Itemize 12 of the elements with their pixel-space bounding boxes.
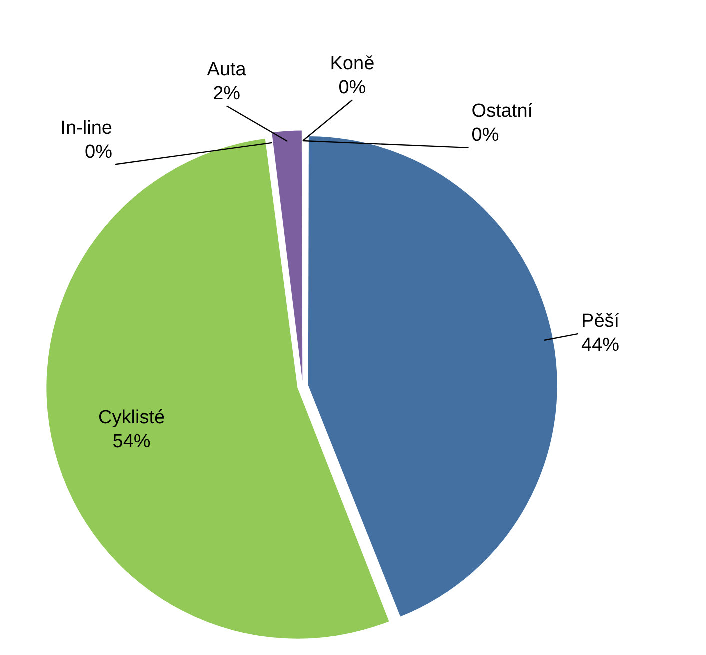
slice-label: Auta xyxy=(207,59,247,80)
text: 0% xyxy=(85,142,112,163)
slice-label: Cyklisté xyxy=(98,408,166,429)
data-label: 44% xyxy=(582,335,620,356)
data-label: 2% xyxy=(213,83,241,104)
text: 0% xyxy=(338,77,366,98)
text: 0% xyxy=(472,125,500,146)
slice-label: Pěší xyxy=(582,311,620,332)
category-label: In-line xyxy=(60,118,112,139)
data-label: 54% xyxy=(112,432,151,453)
category-label: Ostatní xyxy=(472,101,534,122)
category-label: Koně xyxy=(330,53,375,74)
